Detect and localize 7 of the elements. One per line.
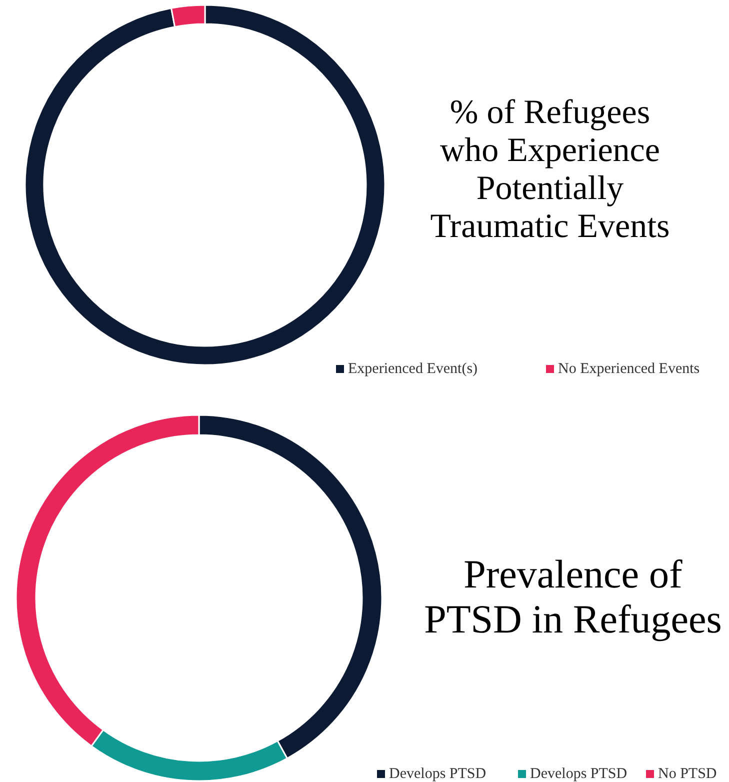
legend-label: Develops PTSD [530,766,628,782]
text: Prevalence of PTSD in Refugees [424,552,722,642]
legend-label: Experienced Event(s) [348,361,478,377]
legend-label: No Experienced Events [558,361,700,377]
legend-label: Develops PTSD [389,766,486,782]
text: % of Refugees who Experience Potentially Traumatic Events [430,94,670,245]
legend-label: No PTSD [658,766,717,782]
